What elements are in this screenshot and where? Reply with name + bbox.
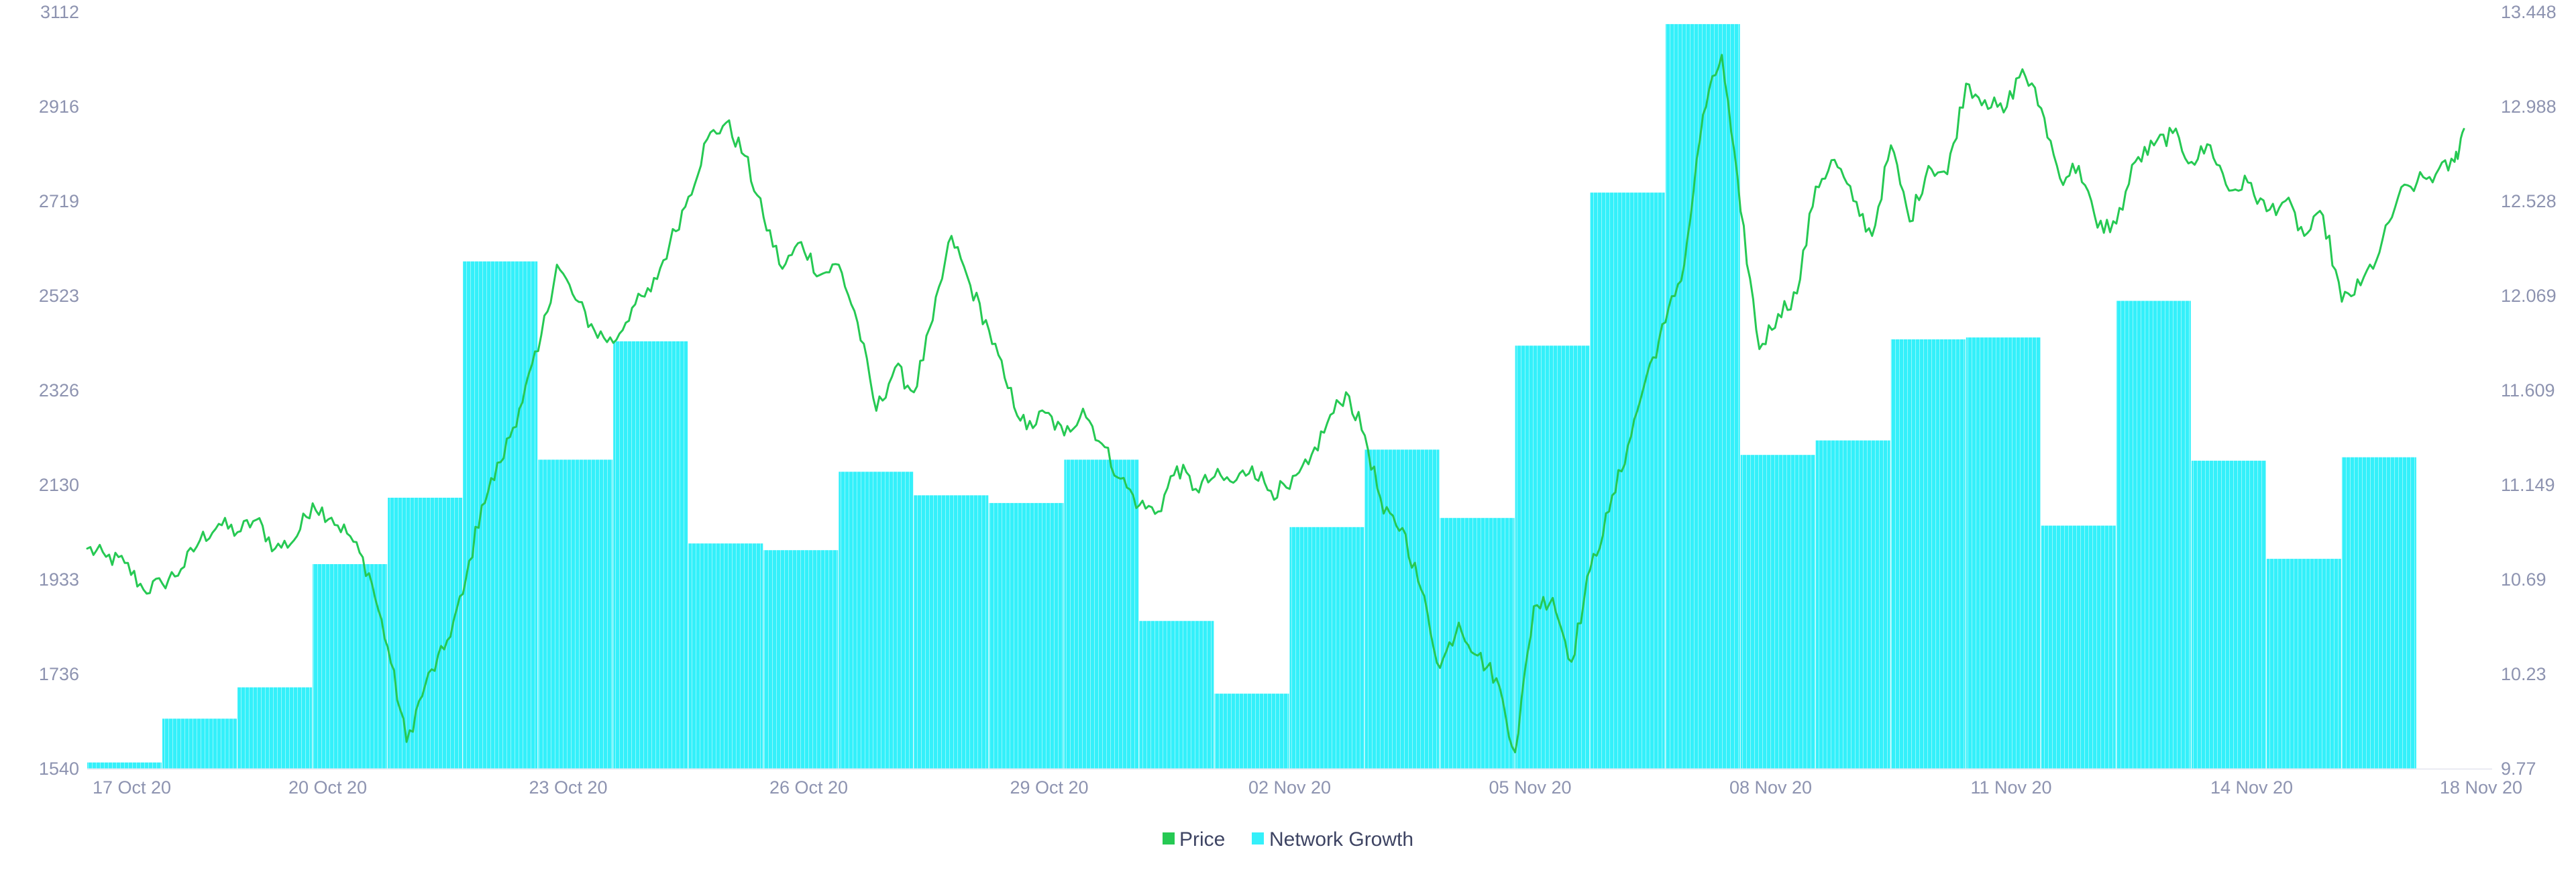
network-growth-bar[interactable] [1740,455,1815,769]
price-line-layer [86,54,2465,753]
network-growth-bar[interactable] [1815,440,1890,769]
y-left-tick-label: 2326 [39,380,79,400]
network-growth-bar[interactable] [2191,460,2266,769]
price-line[interactable] [86,54,2465,753]
y-right-tick-label: 9.77 [2501,759,2536,779]
y-left-tick-label: 1933 [39,569,79,590]
y-right-tick-label: 10.69 [2501,569,2546,590]
network-growth-bar[interactable] [613,341,688,769]
y-right-tick-label: 12.069 [2501,286,2557,306]
network-growth-bar[interactable] [538,459,613,769]
x-tick-label: 18 Nov 20 [2440,777,2522,798]
network-growth-bar[interactable] [1515,345,1590,769]
legend-label[interactable]: Network Growth [1269,828,1413,851]
y-left-tick-label: 2916 [39,97,79,117]
network-growth-bar[interactable] [388,498,463,769]
network-growth-bar[interactable] [237,687,313,769]
network-growth-bar[interactable] [1665,23,1740,769]
network-growth-bar[interactable] [1966,337,2041,769]
network-growth-bar[interactable] [1590,193,1665,769]
y-right-tick-label: 12.528 [2501,191,2557,211]
network-growth-bar[interactable] [989,502,1064,769]
network-growth-bar[interactable] [1289,527,1364,769]
y-right-tick-label: 10.23 [2501,664,2546,684]
network-growth-bar[interactable] [839,472,914,769]
axes: 1540 1736 1933 2130 2326 2523 2719 2916 3112 9.77… [39,2,2557,798]
network-growth-bars [87,23,2416,769]
y-left-tick-label: 2130 [39,475,79,495]
y-left-tick-label: 3112 [40,2,79,22]
network-growth-bar[interactable] [1139,620,1214,769]
network-growth-bar[interactable] [463,261,538,769]
y-right-tick-label: 13.448 [2501,2,2557,22]
legend-swatch[interactable] [1252,832,1264,844]
network-growth-bar[interactable] [1214,694,1289,769]
y-left-tick-label: 1736 [39,664,79,684]
network-growth-bar[interactable] [2341,457,2416,769]
network-growth-bar[interactable] [914,495,989,769]
x-tick-label: 20 Oct 20 [288,777,367,798]
x-tick-label: 26 Oct 20 [769,777,848,798]
network-growth-bar[interactable] [1890,339,1966,769]
x-tick-label: 05 Nov 20 [1489,777,1571,798]
y-right-tick-label: 12.988 [2501,97,2557,117]
network-growth-bar[interactable] [763,550,839,769]
network-growth-bar[interactable] [1064,459,1139,769]
x-tick-label: 29 Oct 20 [1010,777,1088,798]
x-tick-label: 23 Oct 20 [529,777,607,798]
network-growth-bar[interactable] [2116,301,2191,769]
legend-label[interactable]: Price [1179,828,1225,851]
network-growth-bar[interactable] [313,564,388,769]
network-growth-bar[interactable] [87,762,162,769]
network-growth-bar[interactable] [162,718,237,769]
y-left-tick-label: 2523 [39,286,79,306]
network-growth-bar[interactable] [2266,559,2341,769]
x-tick-label: 17 Oct 20 [93,777,171,798]
x-tick-label: 08 Nov 20 [1729,777,1812,798]
x-tick-label: 14 Nov 20 [2210,777,2293,798]
y-right-tick-label: 11.609 [2501,380,2555,400]
x-tick-label: 11 Nov 20 [1970,777,2051,798]
legend-swatch[interactable] [1163,832,1175,844]
legend[interactable]: Price Network Growth [1163,828,1413,851]
y-right-tick-label: 11.149 [2501,475,2555,495]
network-growth-bar[interactable] [1364,449,1440,769]
network-growth-bar[interactable] [688,543,763,769]
x-tick-label: 02 Nov 20 [1248,777,1331,798]
network-growth-bar[interactable] [2041,525,2116,769]
y-left-tick-label: 2719 [39,191,79,211]
y-left-tick-label: 1540 [39,759,79,779]
